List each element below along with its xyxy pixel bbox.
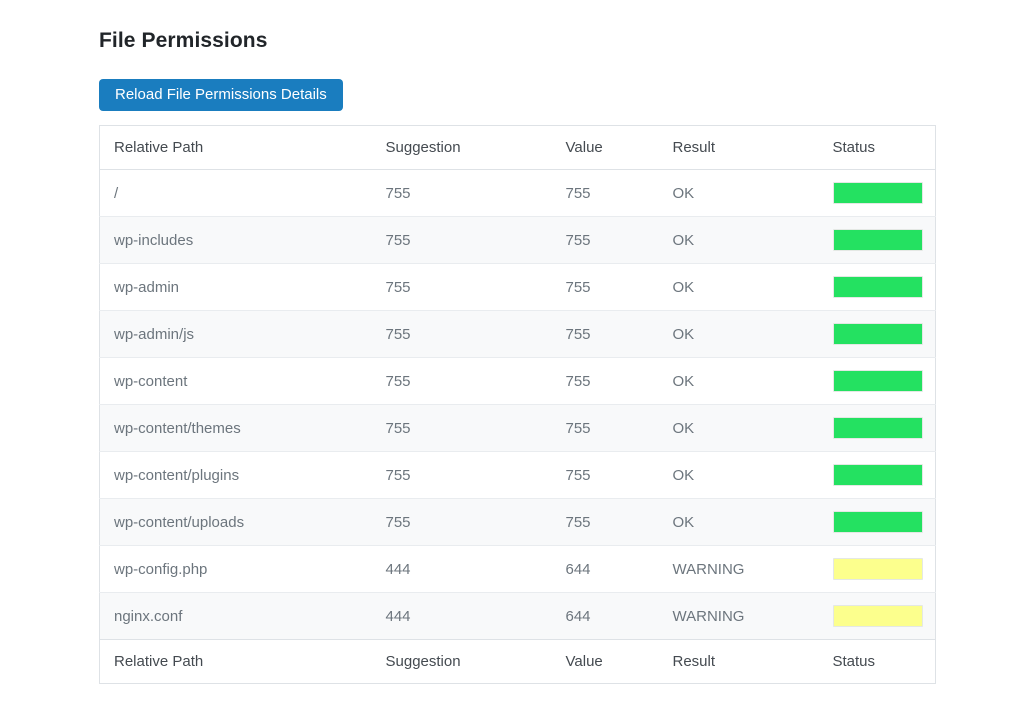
cell-result: OK [672,278,695,296]
footer-column-value: Value [551,639,659,684]
cell-relative-path: wp-content/plugins [114,466,240,484]
column-header-status: Status [818,125,936,170]
table-row: wp-content/themes 755 755 OK [99,404,936,452]
status-ok-bar [832,276,923,298]
cell-result: OK [672,513,695,531]
status-ok-bar [832,182,923,204]
table-row: wp-admin/js 755 755 OK [99,310,936,358]
cell-suggestion: 444 [385,560,411,578]
cell-relative-path: wp-admin/js [114,325,195,343]
cell-status [819,311,936,358]
status-warning-bar [832,558,923,580]
table-row: wp-content/uploads 755 755 OK [99,498,936,546]
table-footer-row: Relative Path Suggestion Value Result St… [99,639,936,684]
file-permissions-page: File Permissions Reload File Permissions… [99,29,936,684]
cell-suggestion: 755 [385,231,411,249]
footer-column-status: Status [818,639,936,684]
cell-relative-path: wp-includes [114,231,194,249]
cell-value: 755 [565,184,591,202]
cell-value: 644 [565,560,591,578]
cell-status [819,264,936,311]
cell-value: 755 [565,278,591,296]
cell-suggestion: 755 [385,278,411,296]
table-row: nginx.conf 444 644 WARNING [99,592,936,640]
cell-relative-path: wp-admin [114,278,180,296]
cell-suggestion: 755 [385,513,411,531]
column-header-result: Result [658,125,819,170]
cell-relative-path: wp-content [114,372,188,390]
status-ok-bar [832,323,923,345]
cell-suggestion: 444 [385,607,411,625]
cell-result: WARNING [672,607,745,625]
cell-result: OK [672,184,695,202]
cell-value: 755 [565,325,591,343]
status-warning-bar [832,605,923,627]
cell-suggestion: 755 [385,466,411,484]
cell-status [819,452,936,499]
column-header-value: Value [551,125,659,170]
cell-suggestion: 755 [385,184,411,202]
cell-result: OK [672,372,695,390]
table-body: / 755 755 OK wp-includes 755 755 OK wp-admin 755 7… [99,170,936,640]
cell-status [819,217,936,264]
cell-result: OK [672,419,695,437]
table-row: wp-content 755 755 OK [99,357,936,405]
status-ok-bar [832,511,923,533]
cell-suggestion: 755 [385,372,411,390]
cell-suggestion: 755 [385,419,411,437]
status-ok-bar [832,229,923,251]
cell-status [819,358,936,405]
cell-relative-path: wp-config.php [114,560,208,578]
cell-value: 644 [565,607,591,625]
cell-status [819,593,936,640]
cell-status [819,405,936,452]
cell-relative-path: nginx.conf [114,607,183,625]
cell-result: WARNING [672,560,745,578]
cell-relative-path: / [114,184,119,202]
cell-value: 755 [565,419,591,437]
cell-value: 755 [565,372,591,390]
column-header-suggestion: Suggestion [371,125,552,170]
cell-value: 755 [565,466,591,484]
cell-result: OK [672,231,695,249]
table-row: / 755 755 OK [100,170,936,217]
cell-suggestion: 755 [385,325,411,343]
column-header-relative-path: Relative Path [99,125,372,170]
status-ok-bar [832,417,923,439]
file-permissions-table: Relative Path Suggestion Value Result St… [99,125,936,684]
cell-relative-path: wp-content/uploads [114,513,245,531]
table-row: wp-content/plugins 755 755 OK [99,451,936,499]
status-ok-bar [832,464,923,486]
table-header: Relative Path Suggestion Value Result St… [99,125,936,170]
footer-column-suggestion: Suggestion [371,639,552,684]
footer-column-result: Result [658,639,819,684]
table-row: wp-admin 755 755 OK [99,263,936,311]
status-ok-bar [832,370,923,392]
cell-status [819,499,936,546]
cell-value: 755 [565,231,591,249]
table-row: wp-config.php 444 644 WARNING [99,545,936,593]
page-title: File Permissions [99,29,268,52]
cell-status [819,546,936,593]
cell-result: OK [672,325,695,343]
table-header-row: Relative Path Suggestion Value Result St… [99,125,936,170]
cell-value: 755 [565,513,591,531]
footer-column-relative-path: Relative Path [99,639,372,684]
reload-file-permissions-button[interactable]: Reload File Permissions Details [99,79,343,111]
cell-status [819,170,936,217]
cell-result: OK [672,466,695,484]
table-row: wp-includes 755 755 OK [99,216,936,264]
table-footer: Relative Path Suggestion Value Result St… [99,639,936,684]
cell-relative-path: wp-content/themes [114,419,241,437]
